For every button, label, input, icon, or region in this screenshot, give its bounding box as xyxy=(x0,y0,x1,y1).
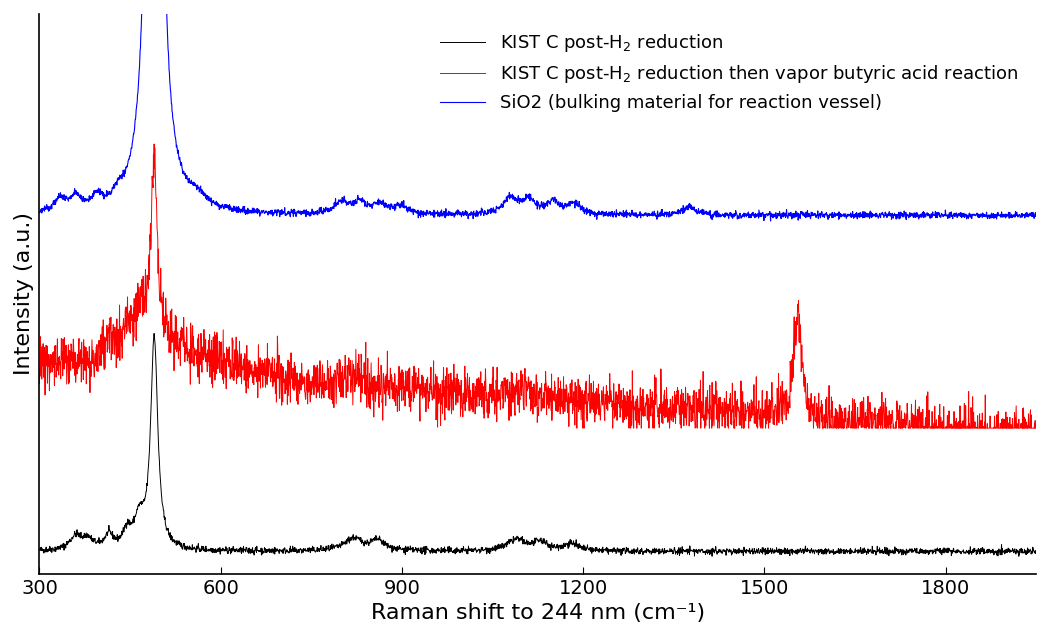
Line: KIST C post-H$_2$ reduction then vapor butyric acid reaction: KIST C post-H$_2$ reduction then vapor b… xyxy=(40,144,1036,428)
KIST C post-H$_2$ reduction xyxy=(1010,548,1023,556)
KIST C post-H$_2$ reduction then vapor butyric acid reaction xyxy=(570,424,583,432)
X-axis label: Raman shift to 244 nm (cm⁻¹): Raman shift to 244 nm (cm⁻¹) xyxy=(371,603,705,623)
Legend: KIST C post-H$_2$ reduction, KIST C post-H$_2$ reduction then vapor butyric acid: KIST C post-H$_2$ reduction, KIST C post… xyxy=(432,23,1027,121)
KIST C post-H$_2$ reduction then vapor butyric acid reaction xyxy=(34,380,46,387)
KIST C post-H$_2$ reduction xyxy=(1030,548,1043,555)
SiO2 (bulking material for reaction vessel) xyxy=(1011,211,1024,219)
KIST C post-H$_2$ reduction then vapor butyric acid reaction xyxy=(459,407,471,415)
KIST C post-H$_2$ reduction xyxy=(206,545,218,553)
KIST C post-H$_2$ reduction then vapor butyric acid reaction xyxy=(1030,424,1043,432)
SiO2 (bulking material for reaction vessel) xyxy=(34,209,46,217)
KIST C post-H$_2$ reduction xyxy=(148,329,161,337)
KIST C post-H$_2$ reduction xyxy=(416,550,428,558)
Y-axis label: Intensity (a.u.): Intensity (a.u.) xyxy=(14,212,34,375)
KIST C post-H$_2$ reduction xyxy=(1012,552,1025,560)
Line: SiO2 (bulking material for reaction vessel): SiO2 (bulking material for reaction vess… xyxy=(40,0,1036,221)
SiO2 (bulking material for reaction vessel) xyxy=(1030,210,1043,218)
KIST C post-H$_2$ reduction then vapor butyric acid reaction xyxy=(903,424,916,431)
KIST C post-H$_2$ reduction then vapor butyric acid reaction xyxy=(1011,424,1024,432)
KIST C post-H$_2$ reduction then vapor butyric acid reaction xyxy=(148,140,161,148)
KIST C post-H$_2$ reduction then vapor butyric acid reaction xyxy=(206,383,218,391)
SiO2 (bulking material for reaction vessel) xyxy=(206,198,218,206)
KIST C post-H$_2$ reduction then vapor butyric acid reaction xyxy=(416,371,428,379)
SiO2 (bulking material for reaction vessel) xyxy=(416,208,428,215)
Line: KIST C post-H$_2$ reduction: KIST C post-H$_2$ reduction xyxy=(40,333,1036,556)
KIST C post-H$_2$ reduction xyxy=(147,343,160,350)
KIST C post-H$_2$ reduction xyxy=(459,547,471,554)
SiO2 (bulking material for reaction vessel) xyxy=(764,217,777,225)
KIST C post-H$_2$ reduction xyxy=(903,547,916,554)
KIST C post-H$_2$ reduction xyxy=(34,545,46,553)
SiO2 (bulking material for reaction vessel) xyxy=(903,209,916,217)
SiO2 (bulking material for reaction vessel) xyxy=(459,208,471,215)
KIST C post-H$_2$ reduction then vapor butyric acid reaction xyxy=(147,183,160,191)
